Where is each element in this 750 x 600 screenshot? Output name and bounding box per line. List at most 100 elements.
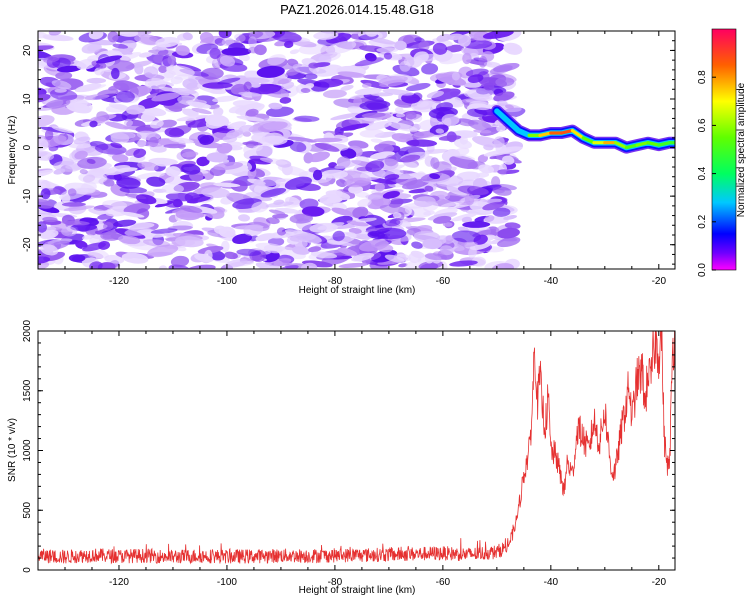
- noise-cell: [196, 156, 210, 167]
- noise-cell: [442, 222, 453, 227]
- noise-cell: [324, 33, 335, 38]
- noise-cell: [496, 124, 506, 133]
- noise-cell: [374, 143, 395, 154]
- noise-cell: [81, 42, 102, 54]
- noise-cell: [221, 47, 252, 56]
- noise-cell: [165, 192, 194, 202]
- noise-cell: [219, 55, 235, 67]
- noise-cell: [325, 40, 357, 55]
- noise-cell: [271, 31, 302, 43]
- snr-plot-area: [38, 331, 675, 570]
- snr-y-label: SNR (10 * v/v): [7, 418, 18, 482]
- noise-cell: [38, 261, 50, 269]
- noise-cell: [473, 234, 488, 245]
- noise-cell: [121, 252, 149, 264]
- noise-cell: [111, 153, 129, 163]
- noise-cell: [435, 73, 467, 86]
- noise-cell: [236, 248, 261, 256]
- noise-cell: [40, 188, 51, 200]
- noise-cell: [459, 136, 469, 145]
- noise-cell: [440, 200, 465, 208]
- y-tick-label: 20: [22, 44, 33, 56]
- noise-cell: [38, 256, 51, 264]
- noise-cell: [374, 227, 407, 240]
- colorbar-gradient: [711, 28, 737, 271]
- ridge-segment: [570, 129, 585, 140]
- noise-cell: [382, 190, 400, 199]
- noise-cell: [406, 139, 438, 147]
- ridge-segment: [635, 141, 650, 147]
- noise-cell: [331, 223, 360, 230]
- ridge-segment: [646, 141, 661, 147]
- noise-cell: [363, 94, 385, 102]
- y-tick-label: 500: [22, 501, 33, 518]
- noise-cell: [142, 239, 171, 247]
- noise-cell: [383, 52, 393, 60]
- noise-cell: [351, 252, 375, 262]
- y-tick-label: 1000: [22, 439, 33, 462]
- snr-x-axis: -120 -100 -80 -60 -40 -20: [37, 331, 666, 588]
- noise-cell: [492, 207, 511, 217]
- noise-cell: [456, 171, 481, 181]
- noise-cell: [56, 65, 82, 73]
- noise-cell: [210, 88, 223, 95]
- x-tick-label: -100: [217, 276, 237, 287]
- noise-cell: [175, 235, 204, 248]
- noise-cell: [429, 173, 441, 180]
- noise-cell: [331, 207, 353, 216]
- y-tick-label: 0: [22, 567, 33, 573]
- noise-cell: [238, 124, 254, 134]
- noise-cell: [206, 152, 228, 163]
- noise-cell: [45, 98, 71, 109]
- noise-cell: [126, 104, 146, 115]
- noise-cell: [88, 208, 109, 216]
- noise-cell: [421, 63, 439, 75]
- noise-cell: [355, 191, 369, 198]
- noise-cell: [258, 135, 288, 146]
- noise-cell: [496, 227, 520, 239]
- noise-cell: [493, 62, 520, 73]
- noise-cell: [395, 173, 419, 180]
- noise-cell: [103, 178, 115, 187]
- noise-cell: [505, 104, 514, 110]
- spectrogram-ridge: [490, 105, 675, 154]
- x-tick-label: -80: [328, 276, 343, 287]
- noise-cell: [361, 112, 386, 118]
- noise-cell: [201, 187, 230, 198]
- noise-cell: [61, 220, 90, 226]
- noise-cell: [462, 221, 491, 228]
- noise-cell: [38, 179, 56, 189]
- noise-cell: [73, 136, 91, 145]
- noise-cell: [317, 222, 345, 230]
- noise-cell: [460, 241, 478, 247]
- colorbar-label: Normalized spectral amplitude: [736, 82, 747, 217]
- noise-cell: [146, 176, 166, 187]
- colorbar-tick-label: 0.2: [697, 214, 708, 228]
- noise-cell: [272, 213, 289, 219]
- noise-cell: [255, 242, 285, 252]
- noise-cell: [118, 235, 141, 245]
- noise-cell: [164, 127, 185, 138]
- noise-cell: [94, 143, 127, 155]
- ridge-segment: [559, 129, 575, 135]
- noise-cell: [191, 107, 212, 115]
- noise-cell: [367, 37, 396, 45]
- noise-cell: [161, 183, 184, 195]
- noise-cell: [181, 163, 201, 175]
- y-tick-label: 1500: [22, 379, 33, 402]
- noise-cell: [493, 91, 515, 102]
- noise-cell: [76, 58, 97, 70]
- noise-cell: [105, 104, 128, 113]
- noise-cell: [260, 188, 287, 198]
- noise-cell: [252, 144, 263, 152]
- noise-cell: [104, 254, 125, 264]
- noise-cell: [398, 263, 408, 268]
- noise-cell: [492, 186, 512, 196]
- noise-cell: [55, 71, 73, 80]
- noise-cell: [133, 148, 147, 158]
- noise-cell: [384, 154, 399, 167]
- noise-cell: [399, 60, 411, 72]
- noise-cell: [396, 253, 411, 262]
- noise-cell: [43, 35, 73, 41]
